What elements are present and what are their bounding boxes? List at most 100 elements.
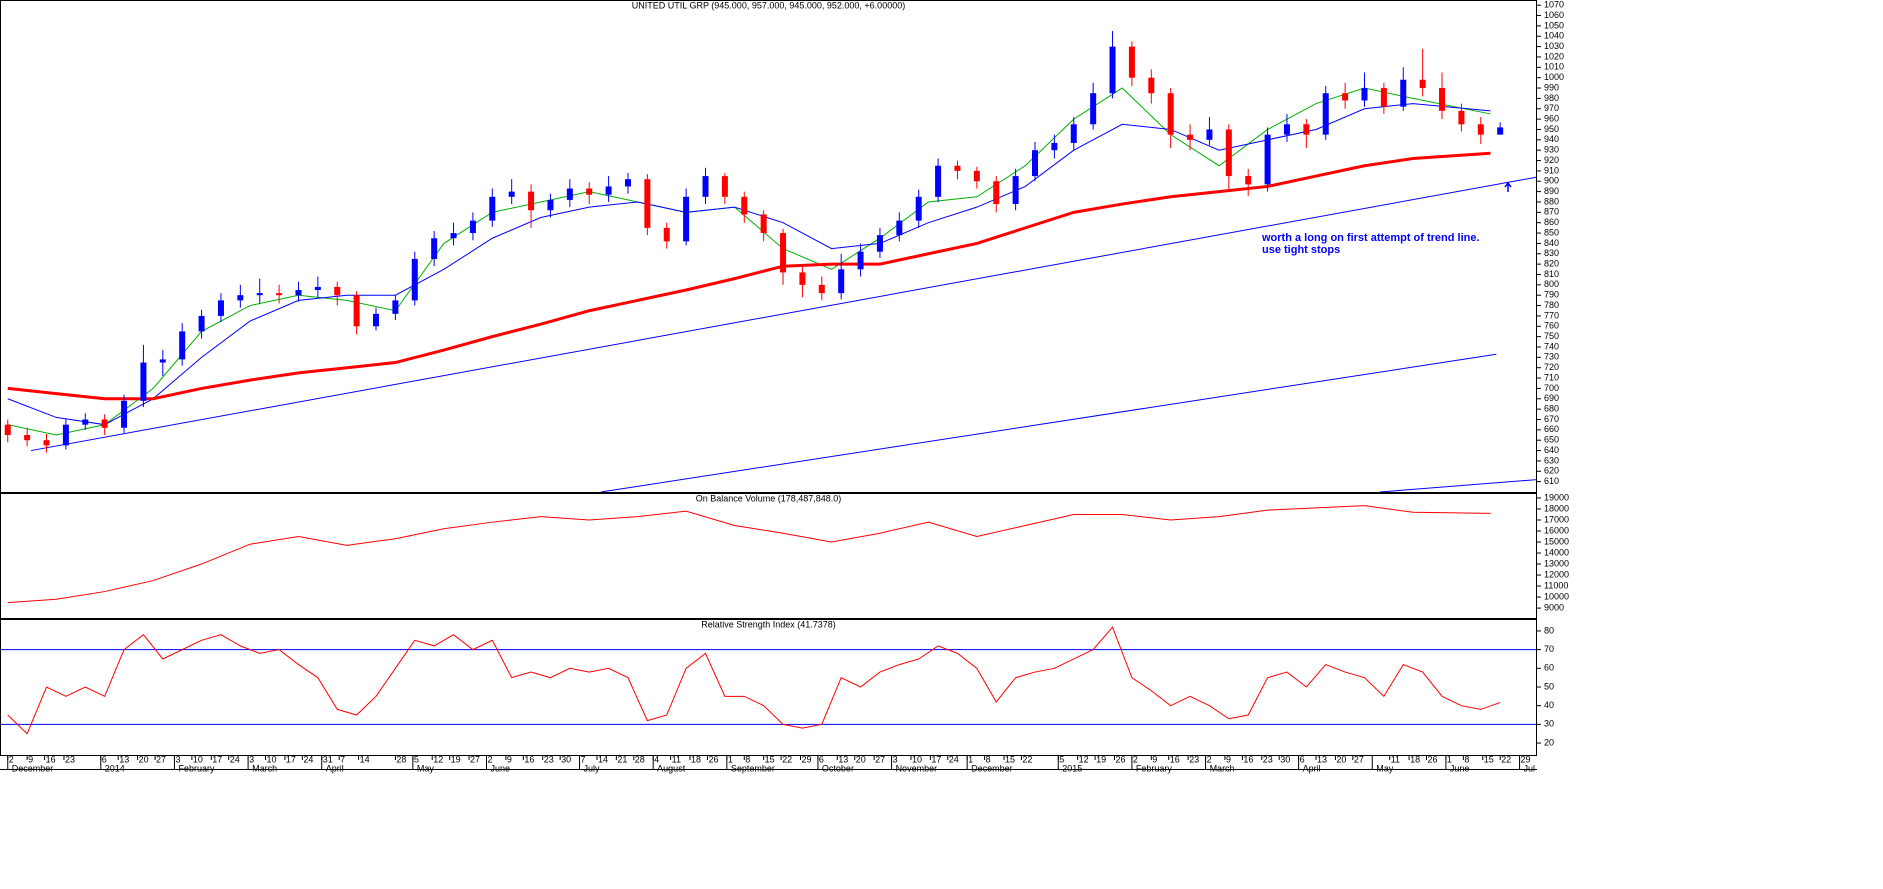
- candle-body: [857, 251, 864, 270]
- y-tick-label: 1070: [1544, 0, 1564, 10]
- x-tick-label: 1: [1447, 754, 1452, 764]
- month-label: June: [490, 763, 510, 773]
- x-tick-label: 10: [912, 754, 922, 764]
- candle-body: [1458, 110, 1465, 125]
- month-label: May: [417, 763, 435, 773]
- y-tick-label: 11000: [1544, 580, 1568, 590]
- month-label: March: [252, 763, 277, 773]
- month-label: February: [178, 763, 215, 773]
- candle-body: [838, 269, 845, 294]
- candle-body: [1361, 88, 1368, 101]
- y-tick-label: 30: [1544, 719, 1554, 729]
- candle-body: [373, 313, 380, 327]
- x-tick-label: 19: [451, 754, 461, 764]
- y-tick-label: 980: [1544, 93, 1559, 103]
- candle-body: [392, 300, 399, 314]
- candle-body: [1322, 93, 1329, 135]
- x-tick-label: 17: [286, 754, 296, 764]
- candle-body: [799, 272, 806, 285]
- panel-title: UNITED UTIL GRP (945.000, 957.000, 945.0…: [632, 0, 905, 10]
- x-tick-label: 12: [433, 754, 443, 764]
- y-tick-label: 15000: [1544, 536, 1569, 546]
- y-tick-label: 940: [1544, 134, 1559, 144]
- trend-line: [1379, 479, 1537, 492]
- y-tick-label: 650: [1544, 435, 1559, 445]
- candle-body: [24, 435, 31, 441]
- x-tick-label: 9: [1152, 754, 1157, 764]
- candle-body: [276, 293, 283, 296]
- y-tick-label: 990: [1544, 82, 1559, 92]
- candle-body: [1012, 176, 1019, 205]
- x-tick-label: 18: [691, 754, 701, 764]
- month-label: May: [1376, 763, 1394, 773]
- x-tick-label: 9: [507, 754, 512, 764]
- candle-body: [876, 235, 883, 252]
- candle-body: [1303, 124, 1310, 135]
- x-tick-label: 24: [230, 754, 240, 764]
- x-tick-label: 26: [1428, 754, 1438, 764]
- candle-body: [314, 286, 321, 291]
- candle-body: [605, 186, 612, 195]
- candle-body: [1148, 77, 1155, 94]
- x-tick-label: 18: [1410, 754, 1420, 764]
- y-tick-label: 740: [1544, 341, 1559, 351]
- x-tick-label: 17: [931, 754, 941, 764]
- x-tick-label: 29: [1521, 754, 1531, 764]
- x-tick-label: 28: [635, 754, 645, 764]
- y-tick-label: 690: [1544, 393, 1559, 403]
- y-tick-label: 630: [1544, 455, 1559, 465]
- y-tick-label: 870: [1544, 207, 1559, 217]
- x-tick-label: 3: [893, 754, 898, 764]
- x-tick-label: 23: [1263, 754, 1273, 764]
- y-tick-label: 900: [1544, 176, 1559, 186]
- panel-frame: [0, 493, 1537, 619]
- x-tick-label: 31: [323, 754, 333, 764]
- candle-body: [663, 227, 670, 242]
- candle-body: [547, 199, 554, 211]
- moving-average: [7, 103, 1491, 426]
- y-tick-label: 860: [1544, 217, 1559, 227]
- y-tick-label: 17000: [1544, 514, 1569, 524]
- y-tick-label: 700: [1544, 383, 1559, 393]
- x-tick-label: 24: [303, 754, 313, 764]
- y-tick-label: 750: [1544, 331, 1559, 341]
- moving-average: [7, 151, 1491, 401]
- x-tick-label: 20: [1336, 754, 1346, 764]
- y-tick-label: 1060: [1544, 10, 1564, 20]
- candle-body: [1342, 93, 1349, 101]
- candle-body: [508, 191, 515, 197]
- candle-body: [237, 295, 244, 301]
- x-tick-label: 20: [139, 754, 149, 764]
- candle-body: [450, 233, 457, 239]
- month-label: March: [1210, 763, 1235, 773]
- candle-body: [334, 286, 341, 296]
- candle-body: [1206, 129, 1213, 140]
- x-tick-label: 8: [745, 754, 750, 764]
- y-tick-label: 1030: [1544, 41, 1564, 51]
- candle-body: [624, 179, 631, 187]
- y-tick-label: 670: [1544, 414, 1559, 424]
- y-tick-label: 70: [1544, 644, 1554, 654]
- panel-title: On Balance Volume (178,487,848.0): [696, 493, 842, 503]
- x-tick-label: 1: [728, 754, 733, 764]
- x-tick-label: 27: [1354, 754, 1364, 764]
- x-tick-label: 13: [1317, 754, 1327, 764]
- y-tick-label: 730: [1544, 352, 1559, 362]
- candle-body: [741, 196, 748, 215]
- month-label: June: [1450, 763, 1470, 773]
- panel-frame: [0, 619, 1537, 756]
- panel: [0, 626, 1537, 735]
- x-tick-label: 19: [1096, 754, 1106, 764]
- candle-body: [935, 165, 942, 197]
- month-label: February: [1136, 763, 1173, 773]
- y-tick-label: 14000: [1544, 547, 1569, 557]
- x-tick-label: 2: [1207, 754, 1212, 764]
- month-label: November: [896, 763, 938, 773]
- annotation: worth a long on first attempt of trend l…: [1261, 232, 1480, 244]
- y-tick-label: 16000: [1544, 525, 1569, 535]
- x-tick-label: 29: [801, 754, 811, 764]
- y-tick-label: 830: [1544, 248, 1559, 258]
- candle-body: [121, 400, 128, 428]
- candle-body: [1167, 93, 1174, 135]
- candle-body: [1187, 134, 1194, 140]
